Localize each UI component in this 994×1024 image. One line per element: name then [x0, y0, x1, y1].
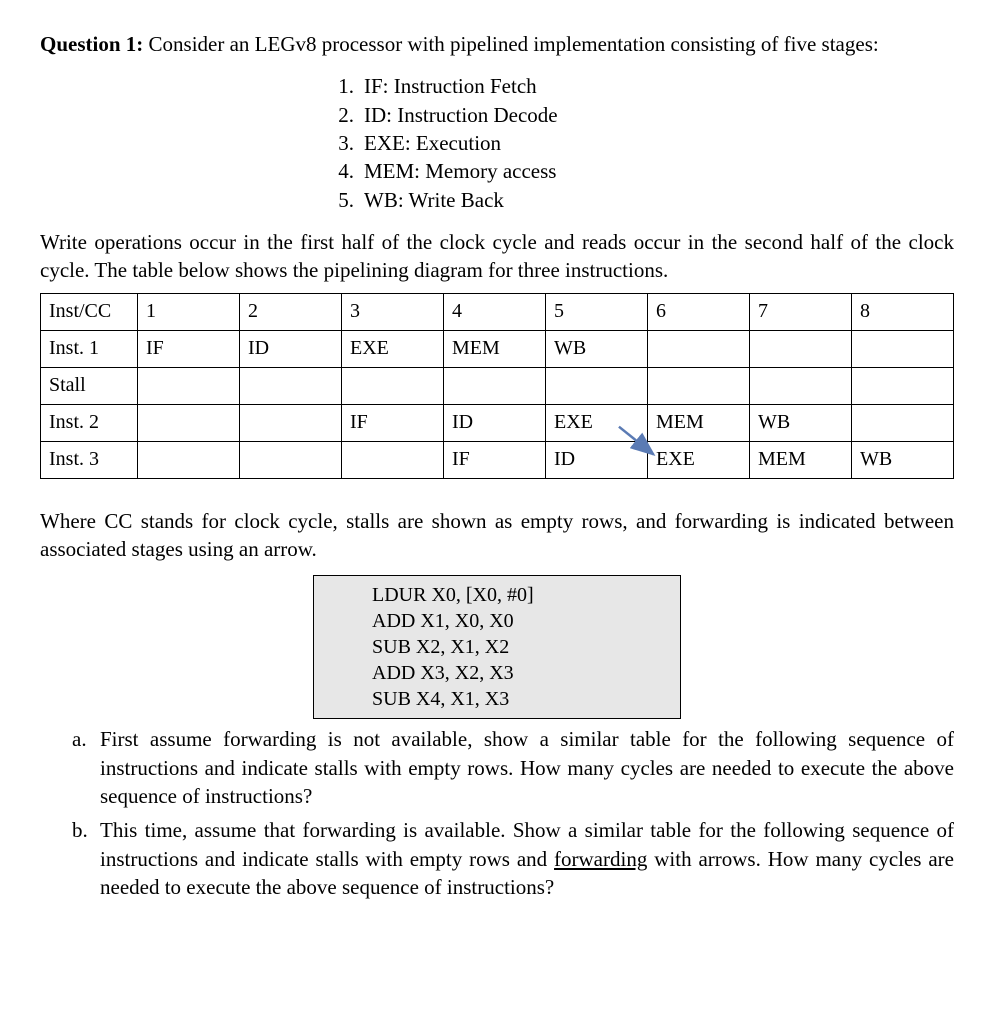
- table-header-row: Inst/CC 1 2 3 4 5 6 7 8: [41, 293, 954, 330]
- question-label: Question 1:: [40, 32, 143, 56]
- stage-item: 1.IF: Instruction Fetch: [330, 72, 954, 100]
- stage-item: 2.ID: Instruction Decode: [330, 101, 954, 129]
- table-row: Stall: [41, 367, 954, 404]
- paragraph-2: Where CC stands for clock cycle, stalls …: [40, 507, 954, 564]
- code-line: ADD X3, X2, X3: [372, 660, 662, 686]
- table-row: Inst. 1IFIDEXEMEMWB: [41, 330, 954, 367]
- pipeline-table-wrap: Inst/CC 1 2 3 4 5 6 7 8 Inst. 1IFIDEXEME…: [40, 293, 954, 479]
- sub-questions: a. First assume forwarding is not availa…: [72, 725, 954, 901]
- stage-item: 3.EXE: Execution: [330, 129, 954, 157]
- question-intro: Question 1: Consider an LEGv8 processor …: [40, 30, 954, 58]
- pipeline-table: Inst/CC 1 2 3 4 5 6 7 8 Inst. 1IFIDEXEME…: [40, 293, 954, 479]
- stage-item: 4.MEM: Memory access: [330, 157, 954, 185]
- sub-question-b: b. This time, assume that forwarding is …: [72, 816, 954, 901]
- table-row: Inst. 3IFIDEXEMEMWB: [41, 441, 954, 478]
- code-line: SUB X2, X1, X2: [372, 634, 662, 660]
- code-box: LDUR X0, [X0, #0] ADD X1, X0, X0 SUB X2,…: [313, 575, 681, 719]
- code-line: SUB X4, X1, X3: [372, 686, 662, 712]
- code-line: ADD X1, X0, X0: [372, 608, 662, 634]
- question-intro-text: Consider an LEGv8 processor with pipelin…: [143, 32, 878, 56]
- table-row: Inst. 2IFIDEXEMEMWB: [41, 404, 954, 441]
- stage-list: 1.IF: Instruction Fetch 2.ID: Instructio…: [330, 72, 954, 214]
- sub-question-a: a. First assume forwarding is not availa…: [72, 725, 954, 810]
- stage-item: 5.WB: Write Back: [330, 186, 954, 214]
- code-line: LDUR X0, [X0, #0]: [372, 582, 662, 608]
- paragraph-1: Write operations occur in the first half…: [40, 228, 954, 285]
